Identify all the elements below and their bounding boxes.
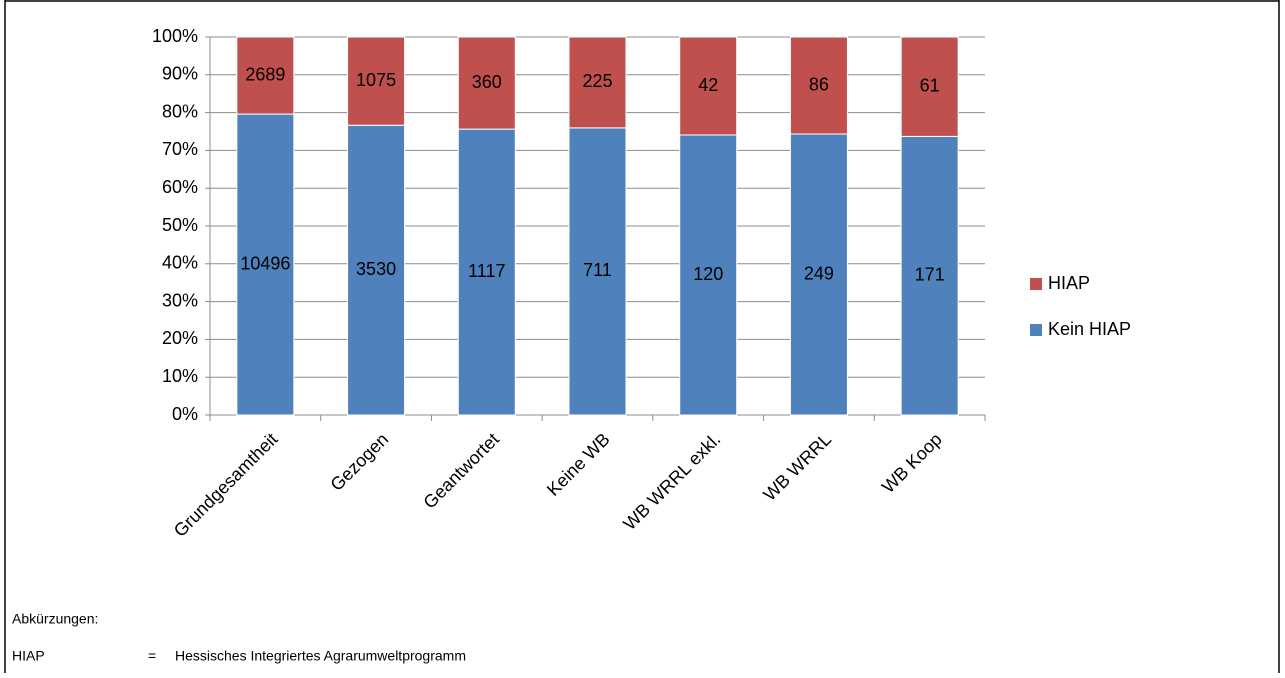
value-label: 120 [693, 264, 723, 284]
value-label: 249 [804, 263, 834, 283]
y-tick-label: 40% [162, 253, 198, 273]
abbr-sep: = [148, 648, 156, 664]
value-label: 1075 [356, 70, 396, 90]
value-label: 171 [915, 264, 945, 284]
y-tick-label: 30% [162, 290, 198, 310]
bar-segment [236, 36, 295, 115]
legend-label: HIAP [1048, 273, 1090, 293]
value-label: 225 [582, 71, 612, 91]
y-tick-label: 0% [172, 404, 198, 424]
y-tick-label: 90% [162, 64, 198, 84]
bar-segment [789, 133, 848, 416]
value-label: 360 [472, 72, 502, 92]
y-tick-label: 60% [162, 177, 198, 197]
value-label: 42 [698, 75, 718, 95]
value-label: 1117 [468, 261, 505, 281]
bar-segment [789, 36, 848, 135]
x-tick-label: Geantwortet [419, 429, 502, 512]
bar-segment [679, 36, 738, 136]
y-tick-label: 80% [162, 101, 198, 121]
x-tick-label: WB WRRL exkl. [620, 429, 725, 534]
x-tick-label: WB WRRL [759, 429, 835, 505]
y-tick-label: 20% [162, 328, 198, 348]
bar-segment [679, 134, 738, 416]
value-label: 3530 [356, 259, 396, 279]
y-tick-label: 50% [162, 215, 198, 235]
legend-swatch [1030, 324, 1042, 336]
bar-segment [900, 135, 959, 416]
value-label: 2689 [245, 64, 285, 84]
y-tick-label: 70% [162, 139, 198, 159]
bar-segment [347, 36, 406, 126]
legend-swatch [1030, 278, 1042, 290]
bar-segment [568, 36, 627, 129]
x-tick-label: Gezogen [326, 429, 392, 495]
bar-segment [568, 127, 627, 416]
value-label: 711 [583, 260, 612, 280]
bar-segment [347, 124, 406, 416]
legend-label: Kein HIAP [1048, 319, 1131, 339]
bar-segment [900, 36, 959, 137]
value-label: 86 [809, 74, 829, 94]
y-tick-label: 100% [152, 26, 198, 46]
value-label: 61 [920, 75, 940, 95]
value-label: 10496 [240, 253, 290, 273]
abbr-definition: Hessisches Integriertes Agrarumweltprogr… [175, 648, 466, 664]
abbr-term: HIAP [12, 648, 45, 664]
y-tick-label: 10% [162, 366, 198, 386]
x-tick-label: Grundgesamtheit [170, 429, 282, 541]
x-tick-label: Keine WB [543, 429, 614, 500]
x-tick-label: WB Koop [878, 429, 946, 497]
bar-segment [457, 36, 516, 130]
footer-heading: Abkürzungen: [12, 611, 98, 627]
